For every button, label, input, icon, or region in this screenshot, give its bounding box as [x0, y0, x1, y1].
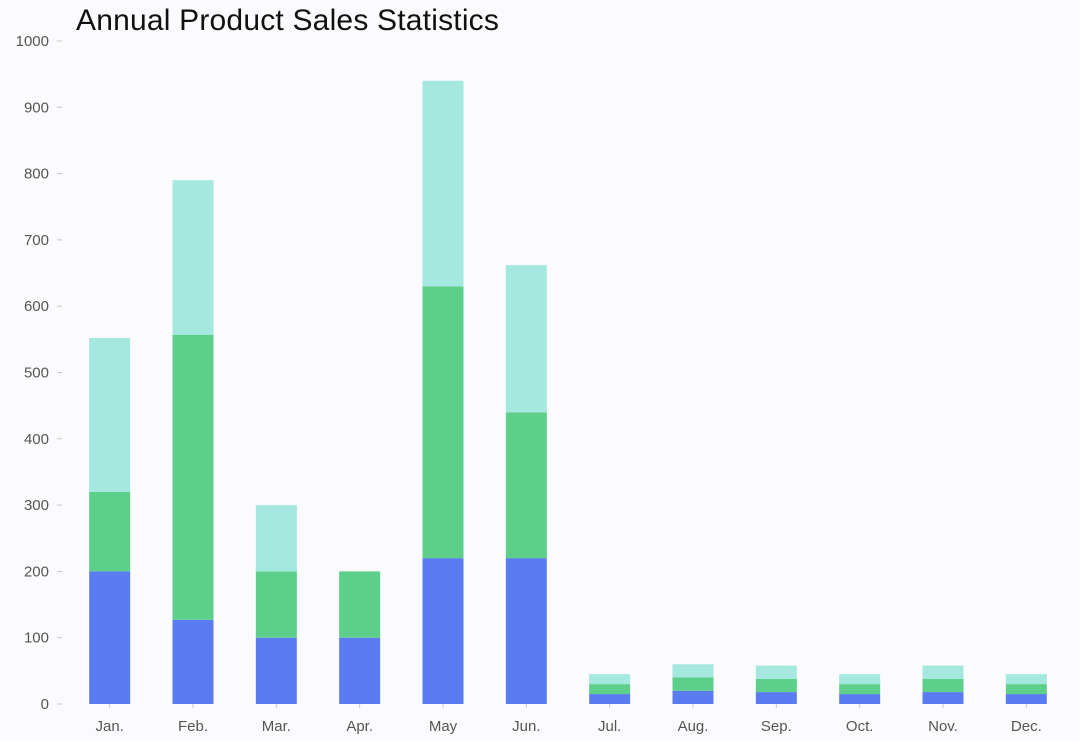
bar-segment: [339, 637, 381, 704]
x-tick-label: Jun.: [512, 718, 540, 735]
x-tick-label: Sep.: [761, 718, 792, 735]
x-tick-label: Mar.: [262, 718, 291, 735]
bar-segment: [922, 678, 964, 693]
x-tick-label: Apr.: [346, 718, 373, 735]
y-tick-label: 500: [24, 365, 49, 382]
bar-segment: [755, 678, 797, 693]
y-tick-label: 800: [24, 166, 49, 183]
bar-segment: [589, 674, 631, 685]
x-tick-label: Oct.: [846, 718, 874, 735]
bar-segment: [672, 664, 714, 678]
bar-segment: [839, 684, 881, 695]
bar-segment: [505, 265, 547, 413]
x-tick-label: Jan.: [95, 718, 123, 735]
chart-title: Annual Product Sales Statistics: [76, 4, 500, 37]
bar-segment: [422, 558, 464, 704]
y-tick-label: 1000: [16, 33, 49, 50]
x-tick-label: Aug.: [678, 718, 709, 735]
bar-segment: [505, 558, 547, 704]
bar-segment: [89, 491, 131, 572]
bar-segment: [339, 571, 381, 638]
bar-segment: [839, 674, 881, 685]
bar-segment: [589, 694, 631, 704]
bar-segment: [255, 571, 297, 638]
y-tick-label: 600: [24, 298, 49, 315]
bar-segment: [922, 665, 964, 679]
bar-segment: [172, 334, 214, 620]
bar-segment: [1005, 674, 1047, 685]
bar-segment: [922, 692, 964, 704]
bar-segment: [255, 505, 297, 572]
bar-segment: [755, 692, 797, 704]
y-tick-label: 0: [41, 696, 49, 713]
y-tick-label: 100: [24, 630, 49, 647]
bar-segment: [172, 180, 214, 335]
bar-segment: [422, 286, 464, 559]
y-tick-label: 400: [24, 431, 49, 448]
y-tick-label: 200: [24, 563, 49, 580]
x-tick-label: Nov.: [928, 718, 958, 735]
bar-segment: [755, 665, 797, 679]
bar-segment: [172, 619, 214, 704]
bar-segment: [839, 694, 881, 704]
bar-segment: [505, 412, 547, 559]
bar-segment: [672, 690, 714, 704]
bar-segment: [1005, 694, 1047, 704]
x-tick-label: Jul.: [598, 718, 621, 735]
bar-segment: [255, 637, 297, 704]
bar-segment: [672, 677, 714, 691]
x-tick-label: May: [429, 718, 458, 735]
y-tick-label: 300: [24, 497, 49, 514]
y-tick-label: 700: [24, 232, 49, 249]
bar-segment: [1005, 684, 1047, 695]
x-tick-label: Feb.: [178, 718, 208, 735]
bar-segment: [422, 80, 464, 287]
bar-segment: [89, 338, 131, 492]
bar-segment: [589, 684, 631, 695]
y-tick-label: 900: [24, 99, 49, 116]
bar-segment: [89, 571, 131, 704]
x-tick-label: Dec.: [1011, 718, 1042, 735]
